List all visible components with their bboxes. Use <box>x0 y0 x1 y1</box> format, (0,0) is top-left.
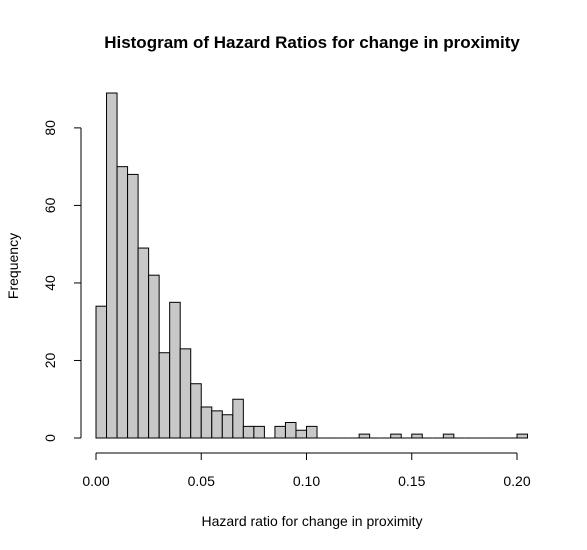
histogram-bar <box>158 352 171 439</box>
histogram-bar <box>106 92 118 439</box>
histogram-bar <box>169 301 181 439</box>
histogram-bars <box>95 92 529 439</box>
histogram-bar <box>127 173 139 439</box>
histogram-bar <box>190 383 202 439</box>
chart-title: Histogram of Hazard Ratios for change in… <box>104 33 520 52</box>
histogram-bar <box>137 247 150 439</box>
x-tick-label: 0.00 <box>82 473 109 489</box>
y-tick-label: 0 <box>42 434 58 442</box>
histogram-bar <box>295 429 308 439</box>
x-tick-label: 0.05 <box>188 473 215 489</box>
histogram-bar <box>211 410 223 439</box>
histogram-bar <box>390 433 402 439</box>
histogram-bar <box>442 433 455 439</box>
x-tick-label: 0.10 <box>293 473 320 489</box>
x-tick-label: 0.15 <box>398 473 425 489</box>
y-tick-label: 60 <box>42 197 58 213</box>
histogram-bar <box>221 414 234 439</box>
histogram-bar <box>284 421 297 439</box>
histogram-bar <box>148 274 160 439</box>
histogram-bar <box>516 433 529 439</box>
histogram-bar <box>411 433 423 439</box>
x-axis: 0.00 0.05 0.10 0.15 0.20 <box>82 452 531 489</box>
histogram-bar <box>179 348 192 439</box>
histogram-bar <box>306 425 318 439</box>
histogram-bar <box>95 305 108 439</box>
x-axis-label: Hazard ratio for change in proximity <box>202 513 423 529</box>
y-axis-label: Frequency <box>5 233 21 299</box>
histogram-bar <box>274 425 286 439</box>
histogram-bar <box>232 398 244 439</box>
y-tick-label: 20 <box>42 352 58 368</box>
histogram-bar <box>200 406 213 439</box>
y-tick-label: 40 <box>42 275 58 291</box>
histogram-bar <box>253 425 265 439</box>
histogram-bar <box>116 166 129 439</box>
histogram-bar <box>358 433 371 439</box>
y-axis: 0 20 40 60 80 <box>42 120 82 442</box>
x-tick-label: 0.20 <box>503 473 530 489</box>
y-tick-label: 80 <box>42 120 58 136</box>
histogram-bar <box>242 425 255 439</box>
